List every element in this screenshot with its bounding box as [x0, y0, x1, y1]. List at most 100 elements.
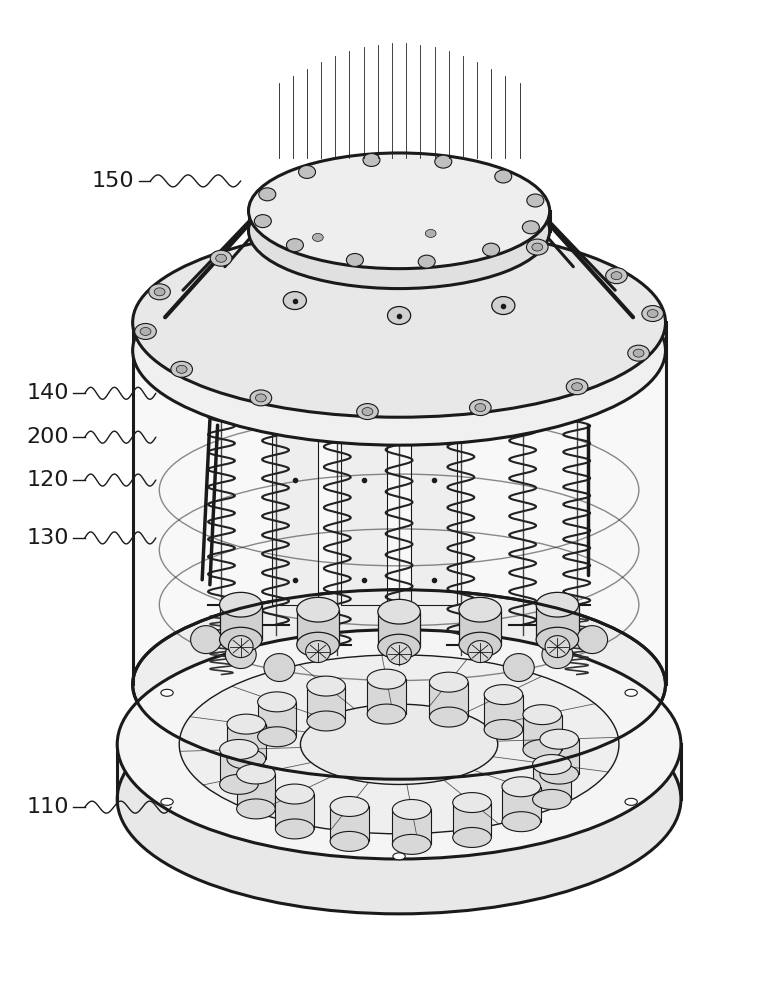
Ellipse shape [523, 740, 562, 760]
Ellipse shape [577, 626, 608, 654]
Polygon shape [392, 809, 431, 844]
Polygon shape [459, 610, 501, 645]
Ellipse shape [117, 630, 681, 859]
Ellipse shape [453, 793, 491, 813]
Polygon shape [297, 610, 339, 645]
Polygon shape [536, 605, 579, 640]
Ellipse shape [229, 636, 253, 658]
Ellipse shape [362, 408, 373, 416]
Ellipse shape [256, 394, 267, 402]
Ellipse shape [219, 739, 258, 759]
Ellipse shape [161, 689, 173, 696]
Ellipse shape [249, 153, 549, 269]
Ellipse shape [297, 632, 339, 657]
Ellipse shape [542, 641, 573, 669]
Ellipse shape [356, 404, 378, 420]
Ellipse shape [149, 284, 170, 300]
Ellipse shape [494, 170, 512, 183]
Ellipse shape [468, 641, 493, 663]
Ellipse shape [176, 365, 187, 373]
Ellipse shape [523, 705, 562, 725]
Ellipse shape [154, 288, 165, 296]
Ellipse shape [346, 253, 363, 266]
Ellipse shape [297, 597, 339, 622]
Ellipse shape [393, 853, 405, 860]
Ellipse shape [567, 379, 588, 395]
Ellipse shape [625, 798, 637, 805]
Ellipse shape [301, 704, 498, 784]
Ellipse shape [532, 789, 571, 809]
Ellipse shape [532, 243, 542, 251]
Ellipse shape [257, 727, 296, 747]
Polygon shape [502, 787, 540, 822]
Polygon shape [330, 806, 369, 841]
Ellipse shape [236, 799, 275, 819]
Ellipse shape [133, 256, 666, 445]
Ellipse shape [219, 774, 258, 794]
Ellipse shape [330, 831, 369, 851]
Ellipse shape [540, 764, 579, 784]
FancyBboxPatch shape [341, 360, 388, 605]
Ellipse shape [254, 215, 271, 228]
Polygon shape [367, 679, 406, 714]
Polygon shape [378, 612, 420, 647]
Ellipse shape [492, 297, 515, 315]
Polygon shape [453, 803, 491, 837]
Ellipse shape [388, 307, 411, 324]
Ellipse shape [378, 599, 420, 624]
Polygon shape [236, 774, 275, 809]
Ellipse shape [470, 400, 491, 416]
Ellipse shape [298, 165, 315, 178]
Ellipse shape [540, 729, 579, 749]
Ellipse shape [170, 361, 192, 377]
Ellipse shape [628, 345, 649, 361]
Ellipse shape [435, 155, 452, 168]
Ellipse shape [191, 626, 222, 654]
Ellipse shape [536, 627, 579, 652]
Ellipse shape [611, 272, 622, 280]
Ellipse shape [453, 827, 491, 847]
Text: 110: 110 [26, 797, 69, 817]
Ellipse shape [378, 634, 420, 659]
Ellipse shape [425, 229, 436, 237]
Ellipse shape [226, 641, 257, 669]
Polygon shape [227, 724, 266, 759]
Ellipse shape [387, 643, 412, 665]
Polygon shape [219, 749, 258, 784]
Text: 140: 140 [26, 383, 69, 403]
Ellipse shape [545, 636, 570, 658]
Ellipse shape [250, 390, 272, 406]
Ellipse shape [219, 627, 262, 652]
Ellipse shape [215, 254, 226, 262]
Ellipse shape [179, 655, 619, 834]
Ellipse shape [502, 777, 540, 797]
Polygon shape [257, 702, 296, 737]
Ellipse shape [392, 800, 431, 819]
Ellipse shape [503, 654, 534, 681]
Ellipse shape [527, 194, 544, 207]
Ellipse shape [330, 797, 369, 816]
Ellipse shape [572, 383, 583, 391]
Polygon shape [484, 695, 522, 730]
Ellipse shape [307, 676, 346, 696]
Ellipse shape [219, 592, 262, 617]
Ellipse shape [367, 704, 406, 724]
Ellipse shape [625, 689, 637, 696]
Polygon shape [532, 765, 571, 799]
Text: 150: 150 [92, 171, 135, 191]
Ellipse shape [133, 590, 666, 779]
Ellipse shape [307, 229, 329, 245]
Ellipse shape [367, 669, 406, 689]
Text: 120: 120 [26, 470, 69, 490]
Text: 200: 200 [26, 427, 69, 447]
Ellipse shape [393, 635, 405, 642]
Polygon shape [429, 682, 468, 717]
Ellipse shape [275, 784, 314, 804]
FancyBboxPatch shape [411, 360, 457, 605]
Ellipse shape [259, 188, 276, 201]
Ellipse shape [249, 173, 549, 289]
Ellipse shape [522, 221, 539, 234]
Ellipse shape [526, 239, 548, 255]
Ellipse shape [140, 327, 151, 335]
FancyBboxPatch shape [272, 360, 318, 605]
